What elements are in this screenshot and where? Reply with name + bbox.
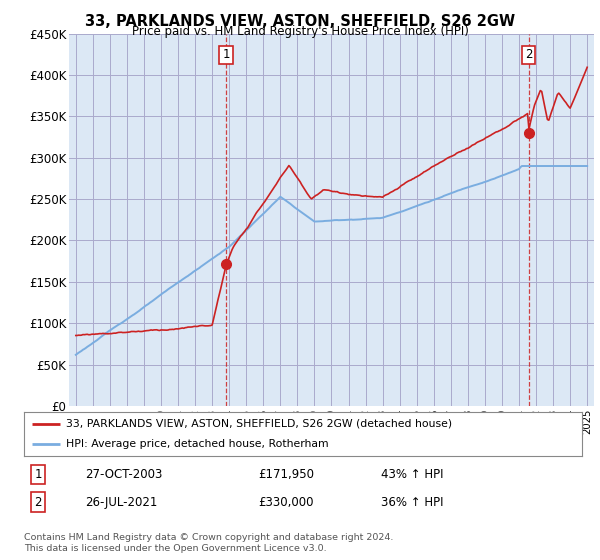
Text: 36% ↑ HPI: 36% ↑ HPI <box>381 496 443 509</box>
Text: 2: 2 <box>525 49 532 62</box>
Text: Contains HM Land Registry data © Crown copyright and database right 2024.
This d: Contains HM Land Registry data © Crown c… <box>24 533 394 553</box>
Text: 2: 2 <box>34 496 42 509</box>
Text: 27-OCT-2003: 27-OCT-2003 <box>85 468 163 481</box>
Text: 33, PARKLANDS VIEW, ASTON, SHEFFIELD, S26 2GW: 33, PARKLANDS VIEW, ASTON, SHEFFIELD, S2… <box>85 14 515 29</box>
Text: £171,950: £171,950 <box>259 468 314 481</box>
Text: Price paid vs. HM Land Registry's House Price Index (HPI): Price paid vs. HM Land Registry's House … <box>131 25 469 38</box>
Text: £330,000: £330,000 <box>259 496 314 509</box>
Text: 33, PARKLANDS VIEW, ASTON, SHEFFIELD, S26 2GW (detached house): 33, PARKLANDS VIEW, ASTON, SHEFFIELD, S2… <box>66 419 452 429</box>
Text: 1: 1 <box>223 49 230 62</box>
Text: 43% ↑ HPI: 43% ↑ HPI <box>381 468 443 481</box>
Text: 26-JUL-2021: 26-JUL-2021 <box>85 496 158 509</box>
Text: HPI: Average price, detached house, Rotherham: HPI: Average price, detached house, Roth… <box>66 439 328 449</box>
Text: 1: 1 <box>34 468 42 481</box>
